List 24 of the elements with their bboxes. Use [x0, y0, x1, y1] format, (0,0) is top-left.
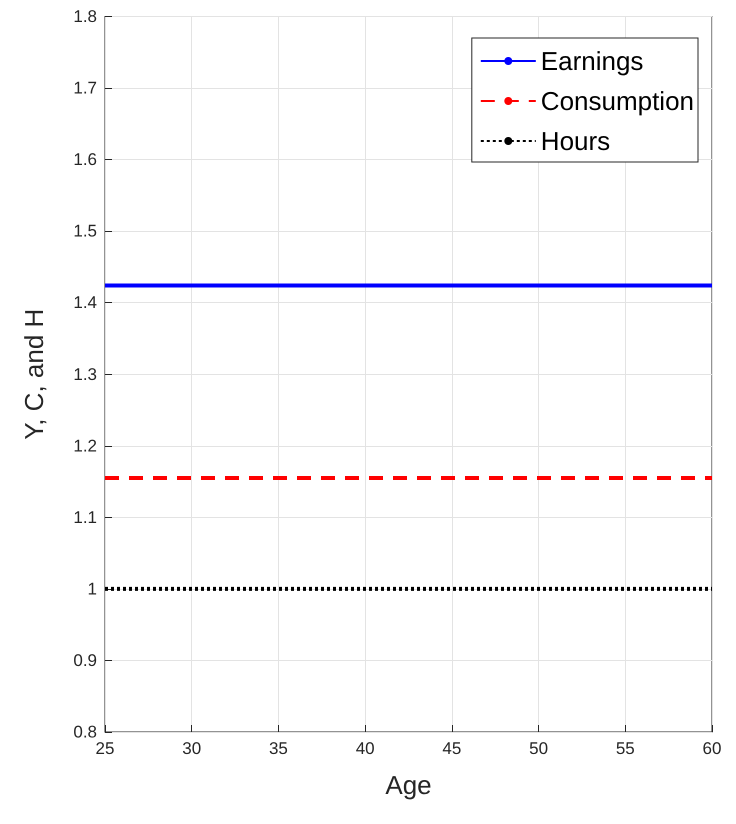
y-tick-label: 1.1 — [73, 508, 97, 527]
x-tick-label: 25 — [96, 739, 114, 758]
y-tick-label: 1.8 — [73, 7, 97, 26]
legend-label: Earnings — [540, 46, 644, 76]
y-tick-label: 1 — [88, 579, 97, 598]
x-tick-label: 60 — [702, 739, 722, 758]
y-tick-label: 1.6 — [73, 150, 97, 170]
y-tick-label: 1.5 — [73, 222, 97, 241]
x-tick-label: 30 — [182, 739, 202, 758]
legend-label: Hours — [540, 126, 610, 156]
y-tick-label: 1.2 — [73, 436, 97, 456]
x-tick-label: 35 — [268, 739, 288, 758]
y-tick-label: 1.4 — [73, 293, 97, 312]
x-axis-title: Age — [385, 770, 432, 800]
y-axis-title: Y, C, and H — [19, 308, 49, 440]
y-tick-label: 1.7 — [73, 78, 97, 98]
x-tick-label: 40 — [356, 739, 375, 758]
y-tick-label: 0.8 — [73, 722, 97, 742]
x-tick-label: 50 — [529, 739, 548, 758]
x-tick-label: 45 — [442, 739, 462, 758]
legend-label: Consumption — [540, 86, 694, 116]
y-tick-label: 0.9 — [73, 650, 97, 670]
x-tick-label: 55 — [616, 739, 635, 758]
y-tick-label: 1.3 — [73, 364, 97, 384]
